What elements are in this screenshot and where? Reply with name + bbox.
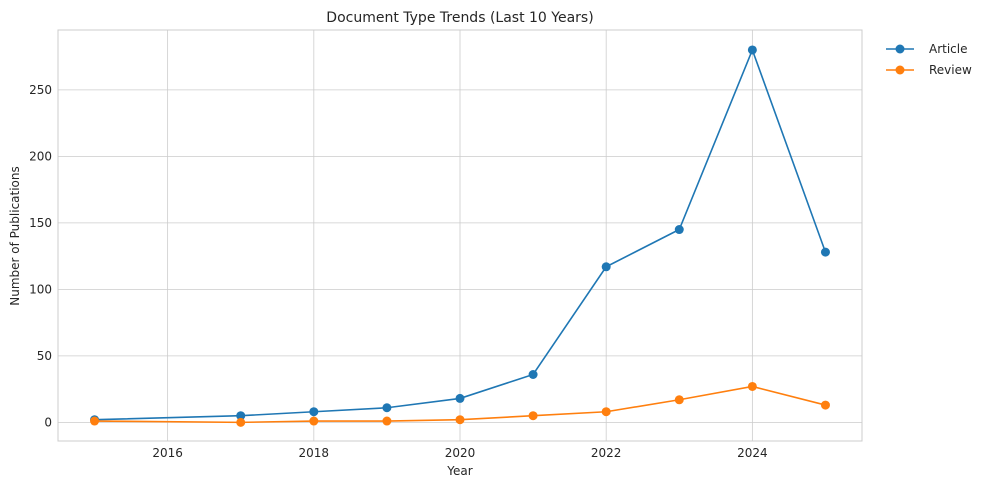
review-point: [820, 400, 830, 410]
legend-item-article: Article: [886, 42, 968, 56]
series-layer: [90, 45, 830, 427]
article-point: [382, 403, 392, 413]
legend: Article Review: [886, 42, 972, 77]
chart-title: Document Type Trends (Last 10 Years): [326, 10, 593, 26]
review-point: [309, 416, 319, 426]
legend-marker: [895, 65, 905, 75]
y-tick-label: 250: [29, 83, 52, 97]
legend-marker: [895, 44, 905, 54]
y-tick-label: 200: [29, 149, 52, 163]
review-line: [94, 385, 826, 424]
x-tick-label: 2024: [737, 446, 768, 460]
article-point: [674, 225, 684, 235]
x-tick-label: 2016: [152, 446, 183, 460]
x-axis-label: Year: [446, 464, 472, 478]
legend-label: Article: [929, 42, 968, 56]
article-point: [601, 262, 611, 272]
y-tick-label: 150: [29, 216, 52, 230]
review-point: [528, 411, 538, 421]
y-tick-label: 0: [44, 415, 52, 429]
article-point: [820, 247, 830, 257]
review-point: [90, 416, 100, 426]
article-point: [236, 411, 246, 421]
review-point: [236, 417, 246, 427]
plot-frame: [57, 29, 863, 442]
x-tick-label: 2018: [299, 446, 330, 460]
article-line: [94, 47, 827, 421]
y-tick-labels: 0 50 100 150 200 250: [29, 83, 52, 430]
article-point: [455, 393, 465, 403]
series-review: [90, 381, 830, 427]
y-tick-label: 50: [37, 349, 52, 363]
legend-label: Review: [929, 63, 972, 77]
article-point: [309, 407, 319, 417]
review-point: [455, 415, 465, 425]
article-point: [528, 369, 538, 379]
legend-item-review: Review: [886, 63, 972, 77]
grid: [58, 30, 862, 441]
review-point: [382, 416, 392, 426]
x-tick-label: 2022: [591, 446, 622, 460]
article-point: [747, 45, 757, 55]
review-point: [747, 381, 757, 391]
review-point: [674, 395, 684, 405]
x-tick-label: 2020: [445, 446, 476, 460]
y-tick-label: 100: [29, 282, 52, 296]
review-point: [601, 407, 611, 417]
x-tick-labels: 2016 2018 2020 2022 2024: [152, 446, 767, 460]
y-axis-label: Number of Publications: [8, 166, 22, 306]
